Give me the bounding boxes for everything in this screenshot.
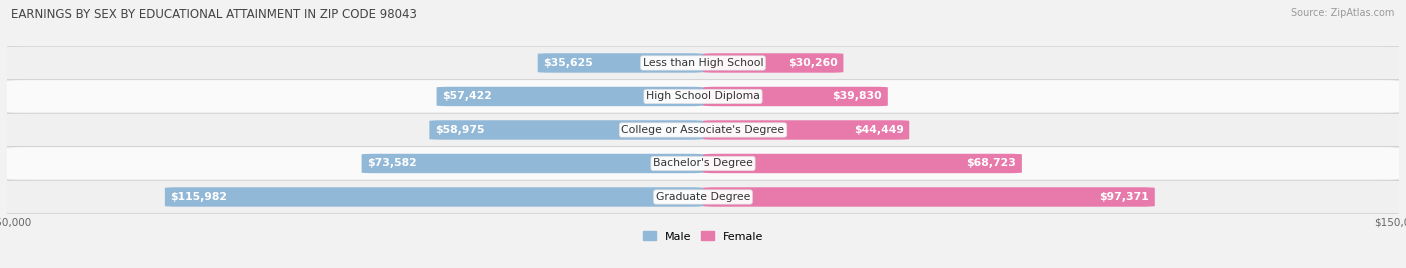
FancyBboxPatch shape: [0, 147, 1406, 180]
FancyBboxPatch shape: [437, 87, 703, 106]
FancyBboxPatch shape: [0, 46, 1406, 80]
Text: Bachelor's Degree: Bachelor's Degree: [652, 158, 754, 169]
FancyBboxPatch shape: [703, 53, 844, 73]
FancyBboxPatch shape: [0, 180, 1406, 214]
Text: $44,449: $44,449: [853, 125, 904, 135]
Legend: Male, Female: Male, Female: [638, 227, 768, 246]
Text: $73,582: $73,582: [367, 158, 418, 169]
Text: EARNINGS BY SEX BY EDUCATIONAL ATTAINMENT IN ZIP CODE 98043: EARNINGS BY SEX BY EDUCATIONAL ATTAINMEN…: [11, 8, 418, 21]
Text: College or Associate's Degree: College or Associate's Degree: [621, 125, 785, 135]
Text: $57,422: $57,422: [441, 91, 492, 102]
FancyBboxPatch shape: [703, 120, 910, 140]
FancyBboxPatch shape: [703, 87, 887, 106]
Text: $39,830: $39,830: [832, 91, 882, 102]
Text: Source: ZipAtlas.com: Source: ZipAtlas.com: [1291, 8, 1395, 18]
Text: $68,723: $68,723: [966, 158, 1017, 169]
Text: $30,260: $30,260: [789, 58, 838, 68]
Text: $97,371: $97,371: [1099, 192, 1149, 202]
FancyBboxPatch shape: [165, 187, 703, 207]
Text: $35,625: $35,625: [543, 58, 593, 68]
FancyBboxPatch shape: [703, 154, 1022, 173]
FancyBboxPatch shape: [537, 53, 703, 73]
Text: $115,982: $115,982: [170, 192, 228, 202]
Text: Less than High School: Less than High School: [643, 58, 763, 68]
Text: Graduate Degree: Graduate Degree: [655, 192, 751, 202]
FancyBboxPatch shape: [703, 187, 1154, 207]
FancyBboxPatch shape: [0, 80, 1406, 113]
FancyBboxPatch shape: [361, 154, 703, 173]
FancyBboxPatch shape: [429, 120, 703, 140]
Text: $58,975: $58,975: [434, 125, 485, 135]
Text: High School Diploma: High School Diploma: [647, 91, 759, 102]
FancyBboxPatch shape: [0, 113, 1406, 147]
